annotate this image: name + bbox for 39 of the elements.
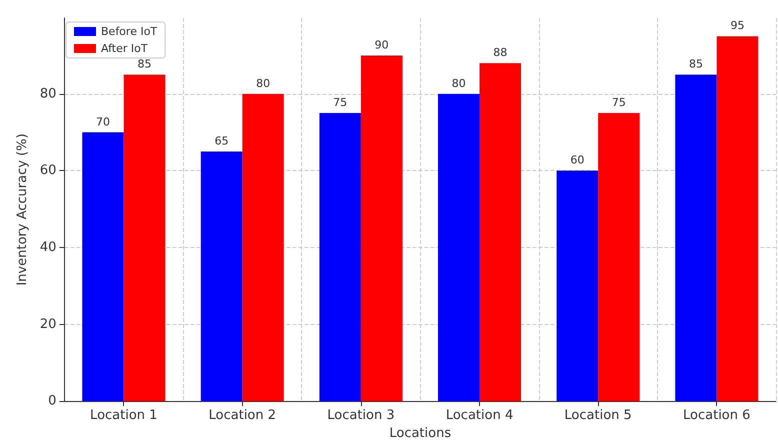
x-tick-label: Location 3 xyxy=(327,408,395,424)
data-label: 95 xyxy=(730,19,744,32)
bar xyxy=(598,113,640,402)
y-tick-label: 80 xyxy=(40,86,56,102)
y-tick-label: 0 xyxy=(48,394,56,409)
bar xyxy=(675,74,717,402)
data-label: 60 xyxy=(570,154,584,167)
bar xyxy=(319,113,361,402)
x-tick-label: Location 1 xyxy=(90,408,158,424)
bar xyxy=(360,55,402,402)
x-tick-label: Location 6 xyxy=(683,408,750,424)
x-tick-label: Location 2 xyxy=(208,408,276,424)
data-label: 70 xyxy=(96,115,110,128)
bar xyxy=(716,36,758,402)
data-label: 85 xyxy=(137,58,152,71)
data-label: 80 xyxy=(256,76,270,90)
data-label: 90 xyxy=(374,38,389,52)
y-tick-label: 20 xyxy=(40,316,56,332)
bar xyxy=(480,63,522,402)
x-tick-label: Location 5 xyxy=(564,408,632,424)
data-label: 85 xyxy=(688,58,703,71)
legend-label: After IoT xyxy=(101,42,148,55)
bar xyxy=(200,151,242,402)
bar xyxy=(242,94,284,402)
bar xyxy=(556,170,598,402)
bar xyxy=(82,132,124,402)
data-label: 65 xyxy=(214,134,229,148)
bar xyxy=(124,74,166,402)
y-tick-label: 40 xyxy=(40,240,56,255)
x-axis-title: Locations xyxy=(389,426,452,441)
data-label: 80 xyxy=(452,76,466,90)
y-tick-label: 60 xyxy=(40,163,56,178)
data-label: 88 xyxy=(493,46,508,60)
data-label: 75 xyxy=(612,96,626,110)
bar xyxy=(438,94,480,402)
x-tick-label: Location 4 xyxy=(446,408,514,424)
data-label: 75 xyxy=(333,96,348,110)
y-axis-title: Inventory Accuracy (%) xyxy=(15,133,30,286)
legend-label: Before IoT xyxy=(101,25,158,38)
